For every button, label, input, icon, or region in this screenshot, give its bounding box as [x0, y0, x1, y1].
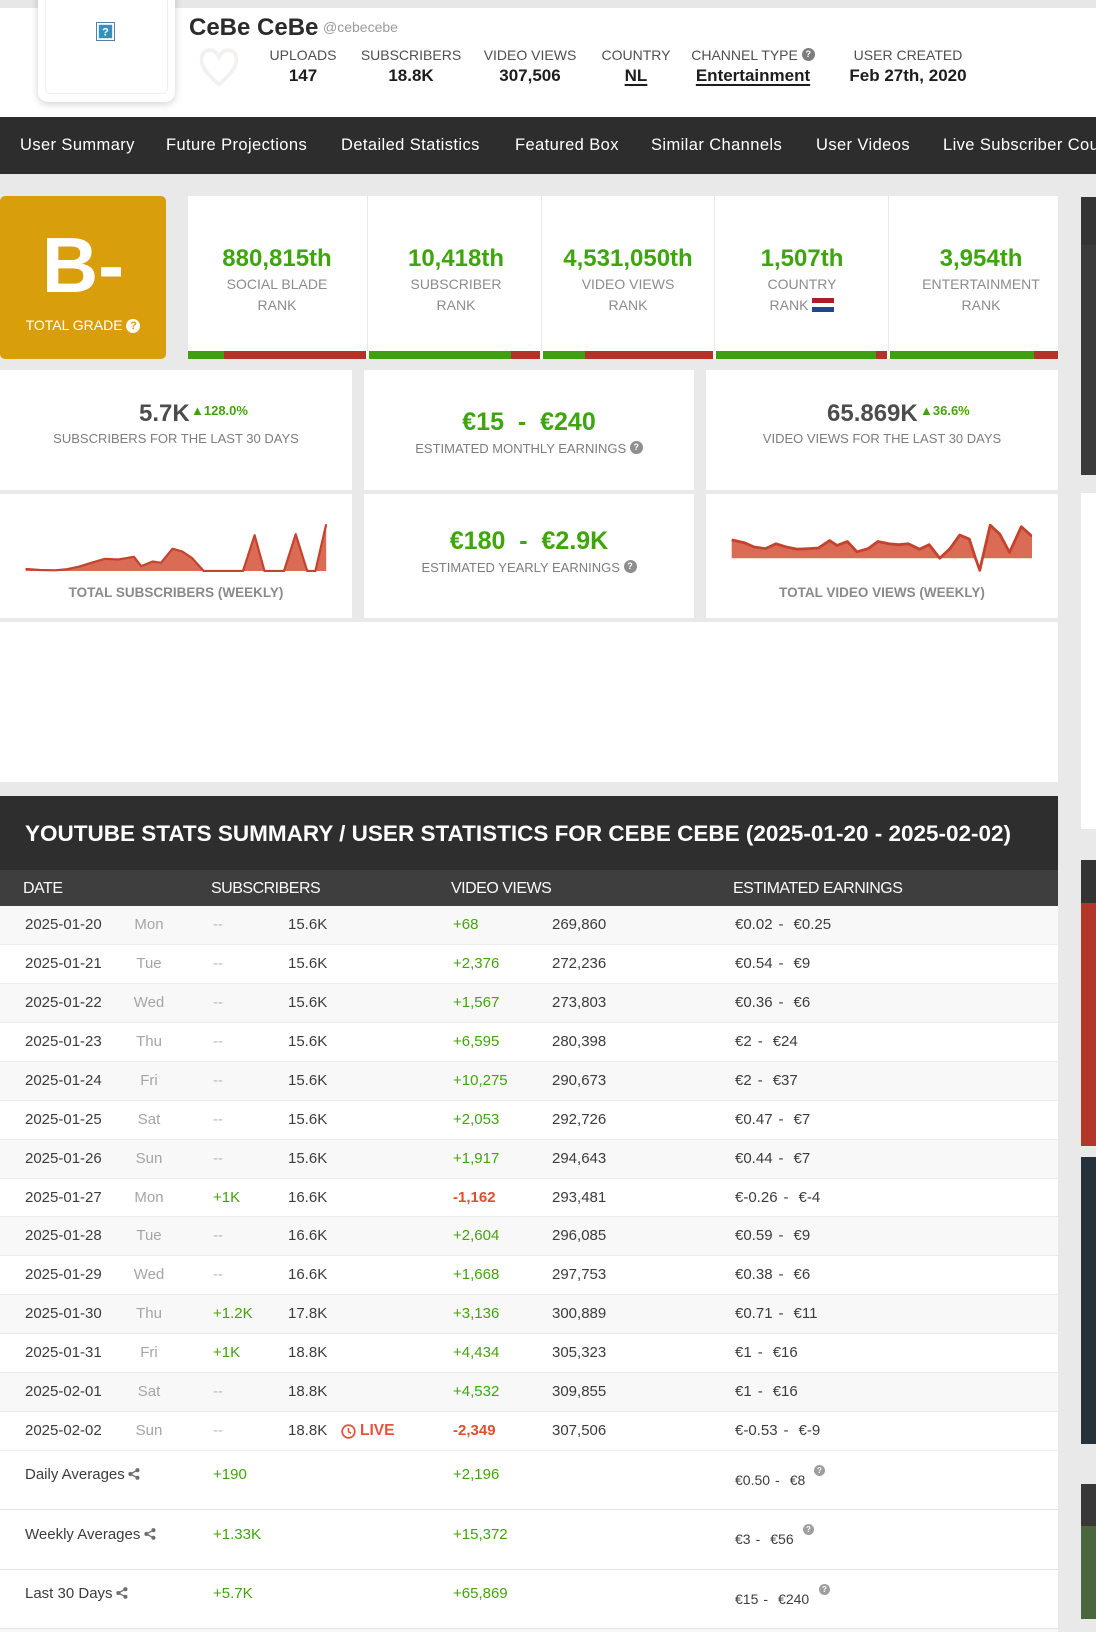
- svg-text:?: ?: [102, 27, 109, 39]
